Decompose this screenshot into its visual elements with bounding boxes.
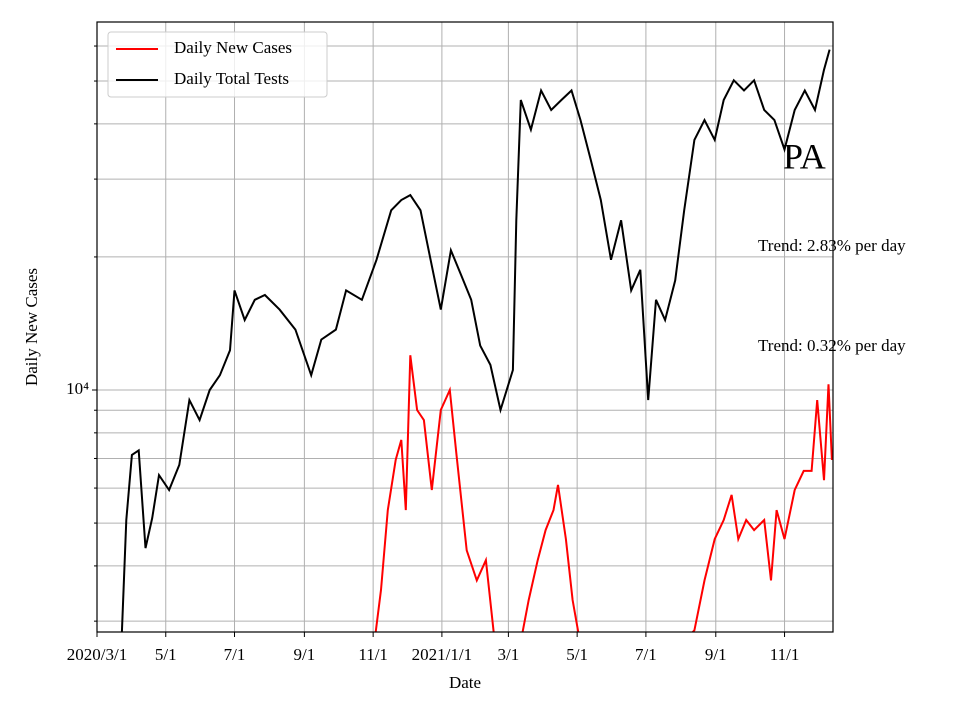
y-axis-label: Daily New Cases — [22, 268, 41, 386]
x-tick-label: 7/1 — [224, 645, 246, 664]
x-tick-label: 11/1 — [770, 645, 800, 664]
plot-frame — [96, 21, 834, 633]
plot-lines — [120, 49, 833, 632]
y-tick-label: 10⁴ — [66, 379, 89, 398]
annotation: PA — [783, 136, 826, 176]
legend-box — [107, 31, 328, 98]
grid — [96, 22, 833, 632]
x-axis-label: Date — [449, 673, 481, 692]
data-line — [120, 49, 831, 632]
x-tick-label: 9/1 — [294, 645, 316, 664]
legend-label: Daily Total Tests — [174, 69, 289, 88]
x-tick-label: 9/1 — [705, 645, 727, 664]
x-tick-label: 11/1 — [358, 645, 388, 664]
x-tick-label: 2021/1/1 — [412, 645, 472, 664]
x-tick-label: 7/1 — [635, 645, 657, 664]
x-tick-label: 5/1 — [155, 645, 177, 664]
x-tick-label: 5/1 — [566, 645, 588, 664]
legend: Daily New Cases Daily Total Tests — [107, 31, 328, 98]
data-line — [374, 355, 833, 632]
annotation: Trend: 2.83% per day — [758, 236, 906, 255]
x-tick-label: 2020/3/1 — [67, 645, 127, 664]
legend-label: Daily New Cases — [174, 38, 292, 57]
annotation: Trend: 0.32% per day — [758, 336, 906, 355]
x-tick-label: 3/1 — [498, 645, 520, 664]
ticks: 2020/3/1 5/1 7/1 9/1 11/1 2021/1/1 3/1 5/1 7/1 9/… — [66, 45, 800, 664]
